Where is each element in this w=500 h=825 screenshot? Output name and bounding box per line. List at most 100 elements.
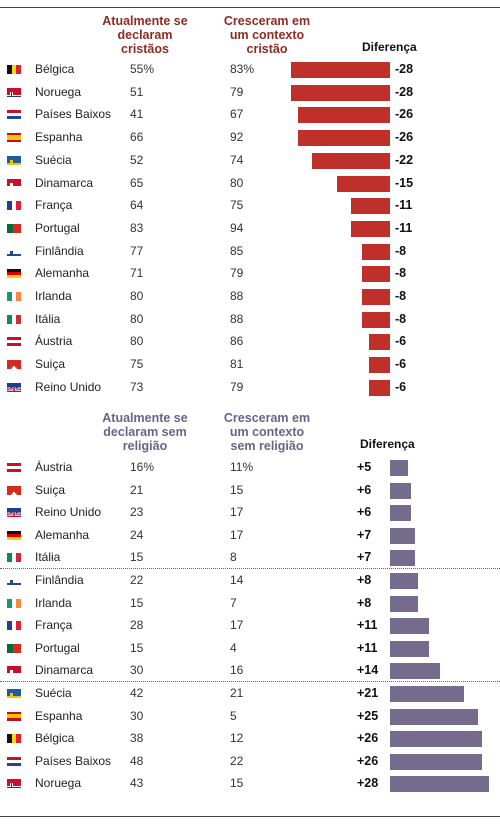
current-value: 23 — [130, 505, 144, 520]
difference-bar — [298, 107, 390, 124]
spain-flag-icon — [7, 133, 21, 143]
current-value: 15 — [130, 640, 144, 655]
difference-label: -8 — [395, 243, 407, 258]
difference-bar — [390, 573, 419, 589]
difference-label: +28 — [357, 776, 379, 791]
group-separator — [0, 681, 500, 682]
difference-bar — [291, 62, 390, 78]
difference-bar — [361, 243, 390, 260]
difference-label: +8 — [357, 573, 372, 587]
bottom-rule — [0, 816, 500, 817]
country-label: Países Baixos — [35, 753, 112, 768]
difference-bar — [298, 130, 390, 147]
table-row: Bélgica 38 12 +26 — [0, 727, 500, 750]
table-row: Suécia 52 74 -22 — [0, 149, 500, 172]
difference-label: -6 — [395, 357, 407, 372]
difference-label: +21 — [357, 686, 379, 700]
difference-label: -8 — [395, 266, 407, 281]
raised-value: 88 — [230, 311, 244, 326]
switzerland-flag-icon — [7, 485, 21, 495]
current-value: 30 — [130, 708, 144, 723]
header-raised-christian: Cresceram em um contexto cristão — [223, 14, 311, 56]
current-value: 80 — [130, 311, 144, 326]
country-label: Finlândia — [35, 573, 84, 587]
current-value: 80 — [130, 334, 144, 349]
difference-label: -22 — [395, 152, 414, 167]
uk-flag-icon — [7, 382, 21, 392]
difference-bar — [337, 175, 390, 192]
table-row: Noruega 43 15 +28 — [0, 772, 500, 795]
difference-bar — [361, 311, 390, 328]
sweden-flag-icon — [7, 689, 21, 698]
ireland-flag-icon — [7, 292, 21, 301]
germany-flag-icon — [7, 269, 21, 279]
current-value: 43 — [130, 776, 144, 791]
difference-label: -8 — [395, 311, 407, 326]
table-row: Itália 80 88 -8 — [0, 308, 500, 331]
current-value: 77 — [130, 243, 144, 258]
netherlands-flag-icon — [7, 110, 21, 120]
difference-bar — [390, 640, 429, 657]
finland-flag-icon — [7, 246, 21, 256]
belgium-flag-icon — [7, 734, 21, 744]
current-value: 55% — [130, 62, 155, 76]
table-row: Suiça 75 81 -6 — [0, 353, 500, 376]
table-row: Reino Unido 73 79 -6 — [0, 376, 500, 399]
netherlands-flag-icon — [7, 756, 21, 766]
current-value: 73 — [130, 379, 144, 394]
raised-value: 79 — [230, 266, 244, 281]
raised-value: 8 — [230, 550, 237, 565]
current-value: 15 — [130, 595, 144, 610]
table-row: Espanha 30 5 +25 — [0, 705, 500, 728]
difference-label: -6 — [395, 379, 407, 394]
raised-value: 83% — [230, 62, 255, 76]
raised-value: 81 — [230, 357, 244, 372]
country-label: Alemanha — [35, 266, 90, 281]
country-label: Portugal — [35, 640, 80, 655]
current-value: 51 — [130, 84, 144, 99]
difference-label: -28 — [395, 62, 414, 76]
table-row: Espanha 66 92 -26 — [0, 126, 500, 149]
current-value: 30 — [130, 663, 144, 678]
difference-bar — [368, 379, 390, 396]
difference-bar — [291, 84, 390, 101]
table-row: Irlanda 15 7 +8 — [0, 592, 500, 615]
raised-value: 21 — [230, 686, 244, 700]
raised-value: 7 — [230, 595, 237, 610]
table-row: Alemanha 71 79 -8 — [0, 262, 500, 285]
difference-bar — [312, 152, 390, 169]
table-row: Dinamarca 30 16 +14 — [0, 659, 500, 682]
table-row: Alemanha 24 17 +7 — [0, 524, 500, 547]
france-flag-icon — [7, 621, 21, 631]
table-row: Suécia 42 21 +21 — [0, 682, 500, 705]
country-label: Reino Unido — [35, 505, 102, 520]
difference-label: -11 — [395, 198, 413, 213]
difference-label: -26 — [395, 107, 414, 122]
raised-value: 86 — [230, 334, 244, 349]
current-value: 21 — [130, 482, 144, 497]
header-difference-christian: Diferença — [362, 40, 417, 54]
country-label: Dinamarca — [35, 175, 94, 190]
country-label: Bélgica — [35, 731, 75, 746]
country-label: França — [35, 198, 73, 213]
difference-bar — [390, 460, 408, 476]
raised-value: 4 — [230, 640, 237, 655]
country-label: Espanha — [35, 708, 83, 723]
raised-value: 88 — [230, 289, 244, 303]
current-value: 66 — [130, 130, 144, 145]
raised-value: 85 — [230, 243, 244, 258]
raised-value: 15 — [230, 776, 244, 791]
raised-value: 79 — [230, 84, 244, 99]
difference-label: -8 — [395, 289, 407, 303]
country-label: Itália — [35, 311, 61, 326]
raised-value: 80 — [230, 175, 244, 190]
difference-bar — [368, 334, 390, 351]
country-label: Áustria — [35, 334, 73, 349]
difference-label: +6 — [357, 505, 372, 520]
current-value: 80 — [130, 289, 144, 303]
difference-bar — [390, 776, 489, 793]
raised-value: 16 — [230, 663, 244, 678]
ireland-flag-icon — [7, 598, 21, 608]
country-label: Irlanda — [35, 595, 72, 610]
difference-label: +14 — [357, 663, 379, 678]
